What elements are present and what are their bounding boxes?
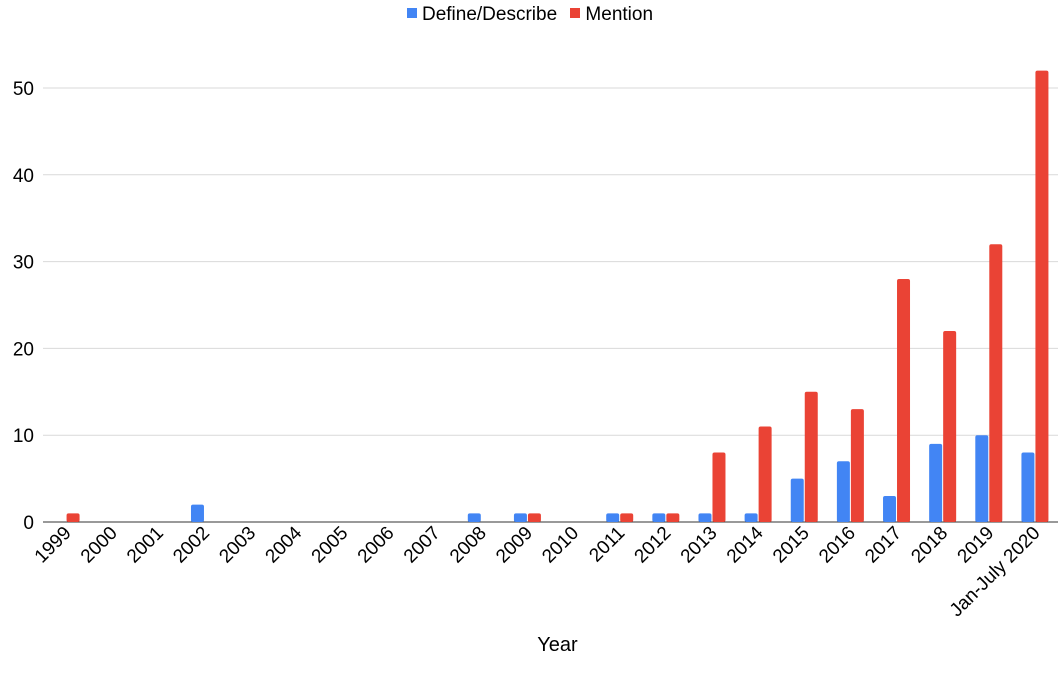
legend-swatch-define-describe	[406, 8, 417, 18]
x-tick-label: 2011	[585, 523, 629, 567]
x-tick-label: 2004	[262, 522, 307, 567]
legend: Define/Describe Mention	[0, 4, 1060, 26]
bar-define-describe	[467, 513, 481, 522]
x-tick-label: 2007	[400, 523, 445, 568]
bar-mention	[666, 513, 680, 522]
y-tick-label: 10	[13, 426, 34, 447]
bar-mention	[66, 513, 80, 522]
bar-define-describe	[883, 495, 897, 522]
x-tick-label: 2000	[77, 523, 122, 568]
bar-mention	[620, 513, 634, 522]
legend-label-define-describe: Define/Describe	[421, 4, 558, 25]
bar-define-describe	[1021, 452, 1035, 522]
bar-mention	[804, 391, 818, 522]
x-tick-label: 2009	[492, 523, 537, 568]
bar-define-describe	[744, 513, 758, 522]
bar-define-describe	[606, 513, 620, 522]
x-tick-label: 2008	[446, 523, 491, 568]
bar-mention	[758, 426, 772, 522]
bar-define-describe	[698, 513, 712, 522]
x-tick-label: 2017	[861, 523, 906, 568]
x-tick-label: 2002	[169, 523, 214, 568]
x-tick-label: 2001	[123, 523, 168, 568]
bar-mention	[850, 409, 864, 522]
y-tick-label: 40	[13, 166, 34, 187]
x-tick-label: 1999	[31, 523, 76, 568]
x-tick-label: 2006	[354, 523, 399, 568]
x-tick-label: 2014	[723, 522, 768, 567]
y-tick-label: 0	[23, 513, 34, 534]
bar-define-describe	[836, 461, 850, 522]
legend-item-mention: Mention	[570, 4, 653, 26]
bar-mention	[712, 452, 726, 522]
y-tick-label: 50	[13, 79, 34, 100]
bar-mention	[1035, 70, 1049, 522]
x-tick-label: 2005	[308, 523, 353, 568]
x-tick-label: 2016	[815, 523, 860, 568]
x-tick-label: 2015	[769, 523, 814, 568]
x-tick-label: 2018	[907, 523, 952, 568]
legend-swatch-mention	[570, 8, 581, 18]
legend-item-define-describe: Define/Describe	[406, 4, 558, 26]
bar-mention	[943, 331, 957, 522]
x-tick-label: 2003	[215, 523, 260, 568]
bar-define-describe	[790, 478, 804, 522]
bar-mention	[527, 513, 541, 522]
x-tick-label: 2012	[631, 523, 676, 568]
bar-define-describe	[975, 435, 989, 522]
bar-define-describe	[652, 513, 666, 522]
x-tick-label: 2013	[677, 523, 722, 568]
y-tick-label: 20	[13, 339, 34, 360]
legend-label-mention: Mention	[585, 4, 654, 25]
bar-define-describe	[513, 513, 527, 522]
x-tick-label: 2010	[538, 523, 583, 568]
y-tick-label: 30	[13, 253, 34, 274]
bar-mention	[897, 278, 911, 522]
bar-mention	[989, 244, 1003, 523]
x-axis-title: Year	[537, 634, 578, 656]
bar-define-describe	[190, 504, 204, 522]
bar-define-describe	[929, 443, 943, 522]
